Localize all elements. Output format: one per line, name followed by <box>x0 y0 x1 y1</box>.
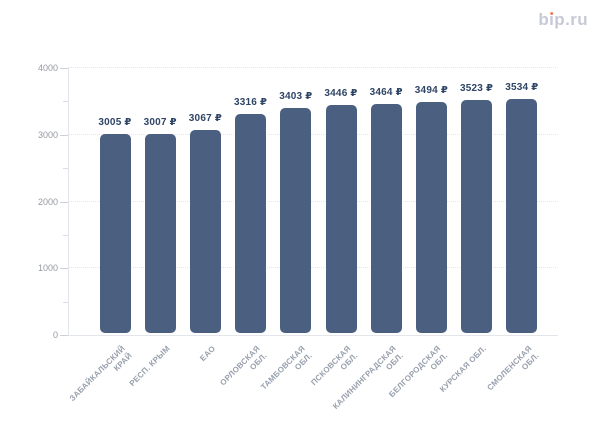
bar[interactable] <box>280 107 312 333</box>
y-axis-tick-label: 3000 <box>37 129 58 140</box>
bar[interactable] <box>325 104 357 333</box>
logo-bip-ru[interactable]: bı p.ru <box>538 10 588 30</box>
bar-value-label: 3523 ₽ <box>460 82 494 94</box>
bar-value-label: 3534 ₽ <box>505 82 539 94</box>
logo-text-start: b <box>538 10 550 29</box>
bar-value-label: 3005 ₽ <box>98 117 132 129</box>
x-axis-tick-label: ТАМБОВСКАЯ ОБЛ. <box>259 344 315 392</box>
bar-value-label: 3403 ₽ <box>279 90 313 102</box>
y-axis-tick-label: 2000 <box>37 196 58 207</box>
x-axis-tick-label: ЕАО <box>197 344 217 363</box>
logo-i-dot <box>549 11 554 16</box>
y-axis-line <box>68 68 69 335</box>
y-axis-tick-label: 1000 <box>37 263 58 274</box>
y-axis-major-tick <box>60 268 68 270</box>
y-axis-major-tick <box>60 134 68 136</box>
bar[interactable] <box>144 134 176 333</box>
y-axis-minor-tick <box>63 168 68 170</box>
bar[interactable] <box>370 103 402 333</box>
grid-line <box>68 200 558 202</box>
bar[interactable] <box>415 101 447 333</box>
y-axis-major-tick <box>60 68 68 69</box>
bar[interactable] <box>99 134 131 333</box>
x-axis-line <box>68 335 558 336</box>
x-axis-tick-label: СМОЛЕНСКАЯ ОБЛ. <box>484 344 541 393</box>
bar-value-label: 3494 ₽ <box>414 84 448 96</box>
bar-value-label: 3464 ₽ <box>369 86 403 98</box>
bar-value-label: 3067 ₽ <box>188 113 222 125</box>
bar-value-label: 3007 ₽ <box>143 117 177 129</box>
y-axis-minor-tick <box>63 101 68 103</box>
bar[interactable] <box>189 130 221 333</box>
y-axis-tick-label: 4000 <box>37 63 58 73</box>
grid-line <box>68 267 558 269</box>
bar[interactable] <box>461 99 493 333</box>
bar[interactable] <box>506 99 538 333</box>
logo-text-end: p.ru <box>554 10 588 29</box>
grid-line <box>68 67 558 68</box>
grid-line <box>68 133 558 135</box>
x-axis-tick-label: КУРСКАЯ ОБЛ. <box>438 344 488 394</box>
y-axis-major-tick <box>60 335 68 336</box>
bar[interactable] <box>235 113 267 333</box>
y-axis-minor-tick <box>63 234 68 236</box>
logo-letter-i: ı <box>549 10 555 29</box>
y-axis-tick-label: 0 <box>52 330 58 340</box>
y-axis-major-tick <box>60 201 68 203</box>
x-axis-tick-label: РЕСП. КРЫМ <box>127 344 172 389</box>
y-axis-minor-tick <box>63 301 68 303</box>
bar-value-label: 3446 ₽ <box>324 87 358 99</box>
bar-value-label: 3316 ₽ <box>234 96 268 108</box>
x-axis-tick-label: ЗАБАЙКАЛЬСКИЙ КРАЙ <box>67 344 134 404</box>
